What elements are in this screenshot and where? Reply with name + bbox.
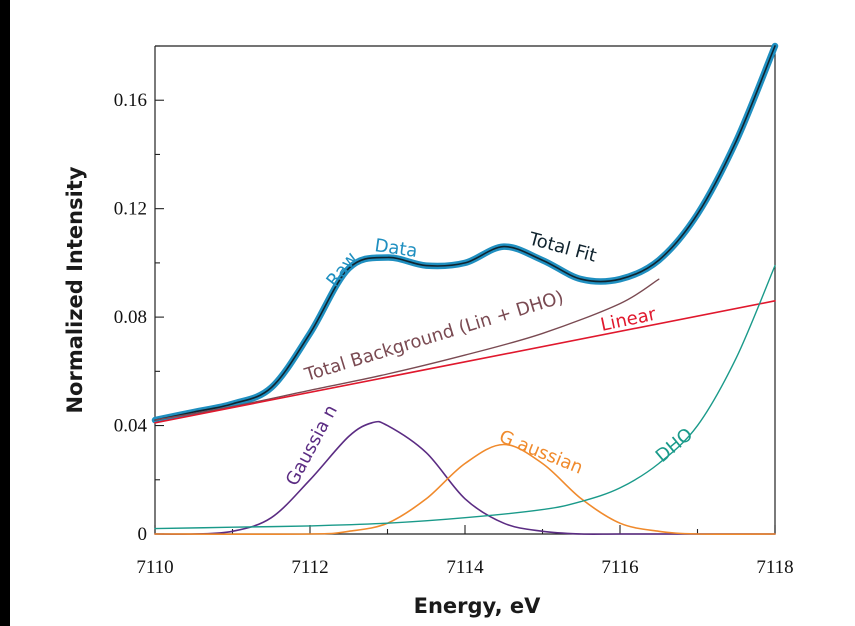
raw-label: Raw xyxy=(322,248,362,291)
x-tick-label: 7114 xyxy=(446,557,484,578)
gaussian-1-line xyxy=(154,420,776,536)
series-lines xyxy=(151,42,779,536)
x-tick-label: 7118 xyxy=(756,557,793,578)
x-axis-title: Energy, eV xyxy=(414,594,542,618)
y-tick-label: 0 xyxy=(138,524,148,545)
y-tick-label: 0.16 xyxy=(114,90,147,111)
y-tick-label: 0.08 xyxy=(114,307,147,328)
x-tick-label: 7112 xyxy=(291,557,328,578)
tick-marks xyxy=(154,45,776,535)
dho-line xyxy=(154,264,776,530)
gaussian-right-label: G aussian xyxy=(496,426,586,479)
total-background-label: Total Background (Lin + DHO) xyxy=(301,287,566,386)
x-tick-label: 7110 xyxy=(136,557,173,578)
chart-canvas: 7110 7112 7114 7116 7118 0 0.04 0.08 0.12 0.16 En… xyxy=(10,0,855,626)
dho-label: DHO xyxy=(652,424,697,467)
gaussian-2-line xyxy=(154,443,776,536)
x-tick-label: 7116 xyxy=(601,557,638,578)
y-tick-label: 0.04 xyxy=(114,416,148,437)
total-fit-line xyxy=(154,45,776,421)
raw-data-line xyxy=(151,42,779,424)
y-axis-title: Normalized Intensity xyxy=(63,166,87,413)
linear-line xyxy=(154,300,776,424)
plot-axes xyxy=(154,45,776,535)
tick-labels: 7110 7112 7114 7116 7118 0 0.04 0.08 0.12 0.16 xyxy=(114,90,794,578)
gaussian-left-label: Gaussia n xyxy=(282,402,342,490)
xanes-fit-chart: 7110 7112 7114 7116 7118 0 0.04 0.08 0.12 0.16 En… xyxy=(63,42,794,618)
y-tick-label: 0.12 xyxy=(114,199,147,220)
total-background-line xyxy=(154,278,660,421)
